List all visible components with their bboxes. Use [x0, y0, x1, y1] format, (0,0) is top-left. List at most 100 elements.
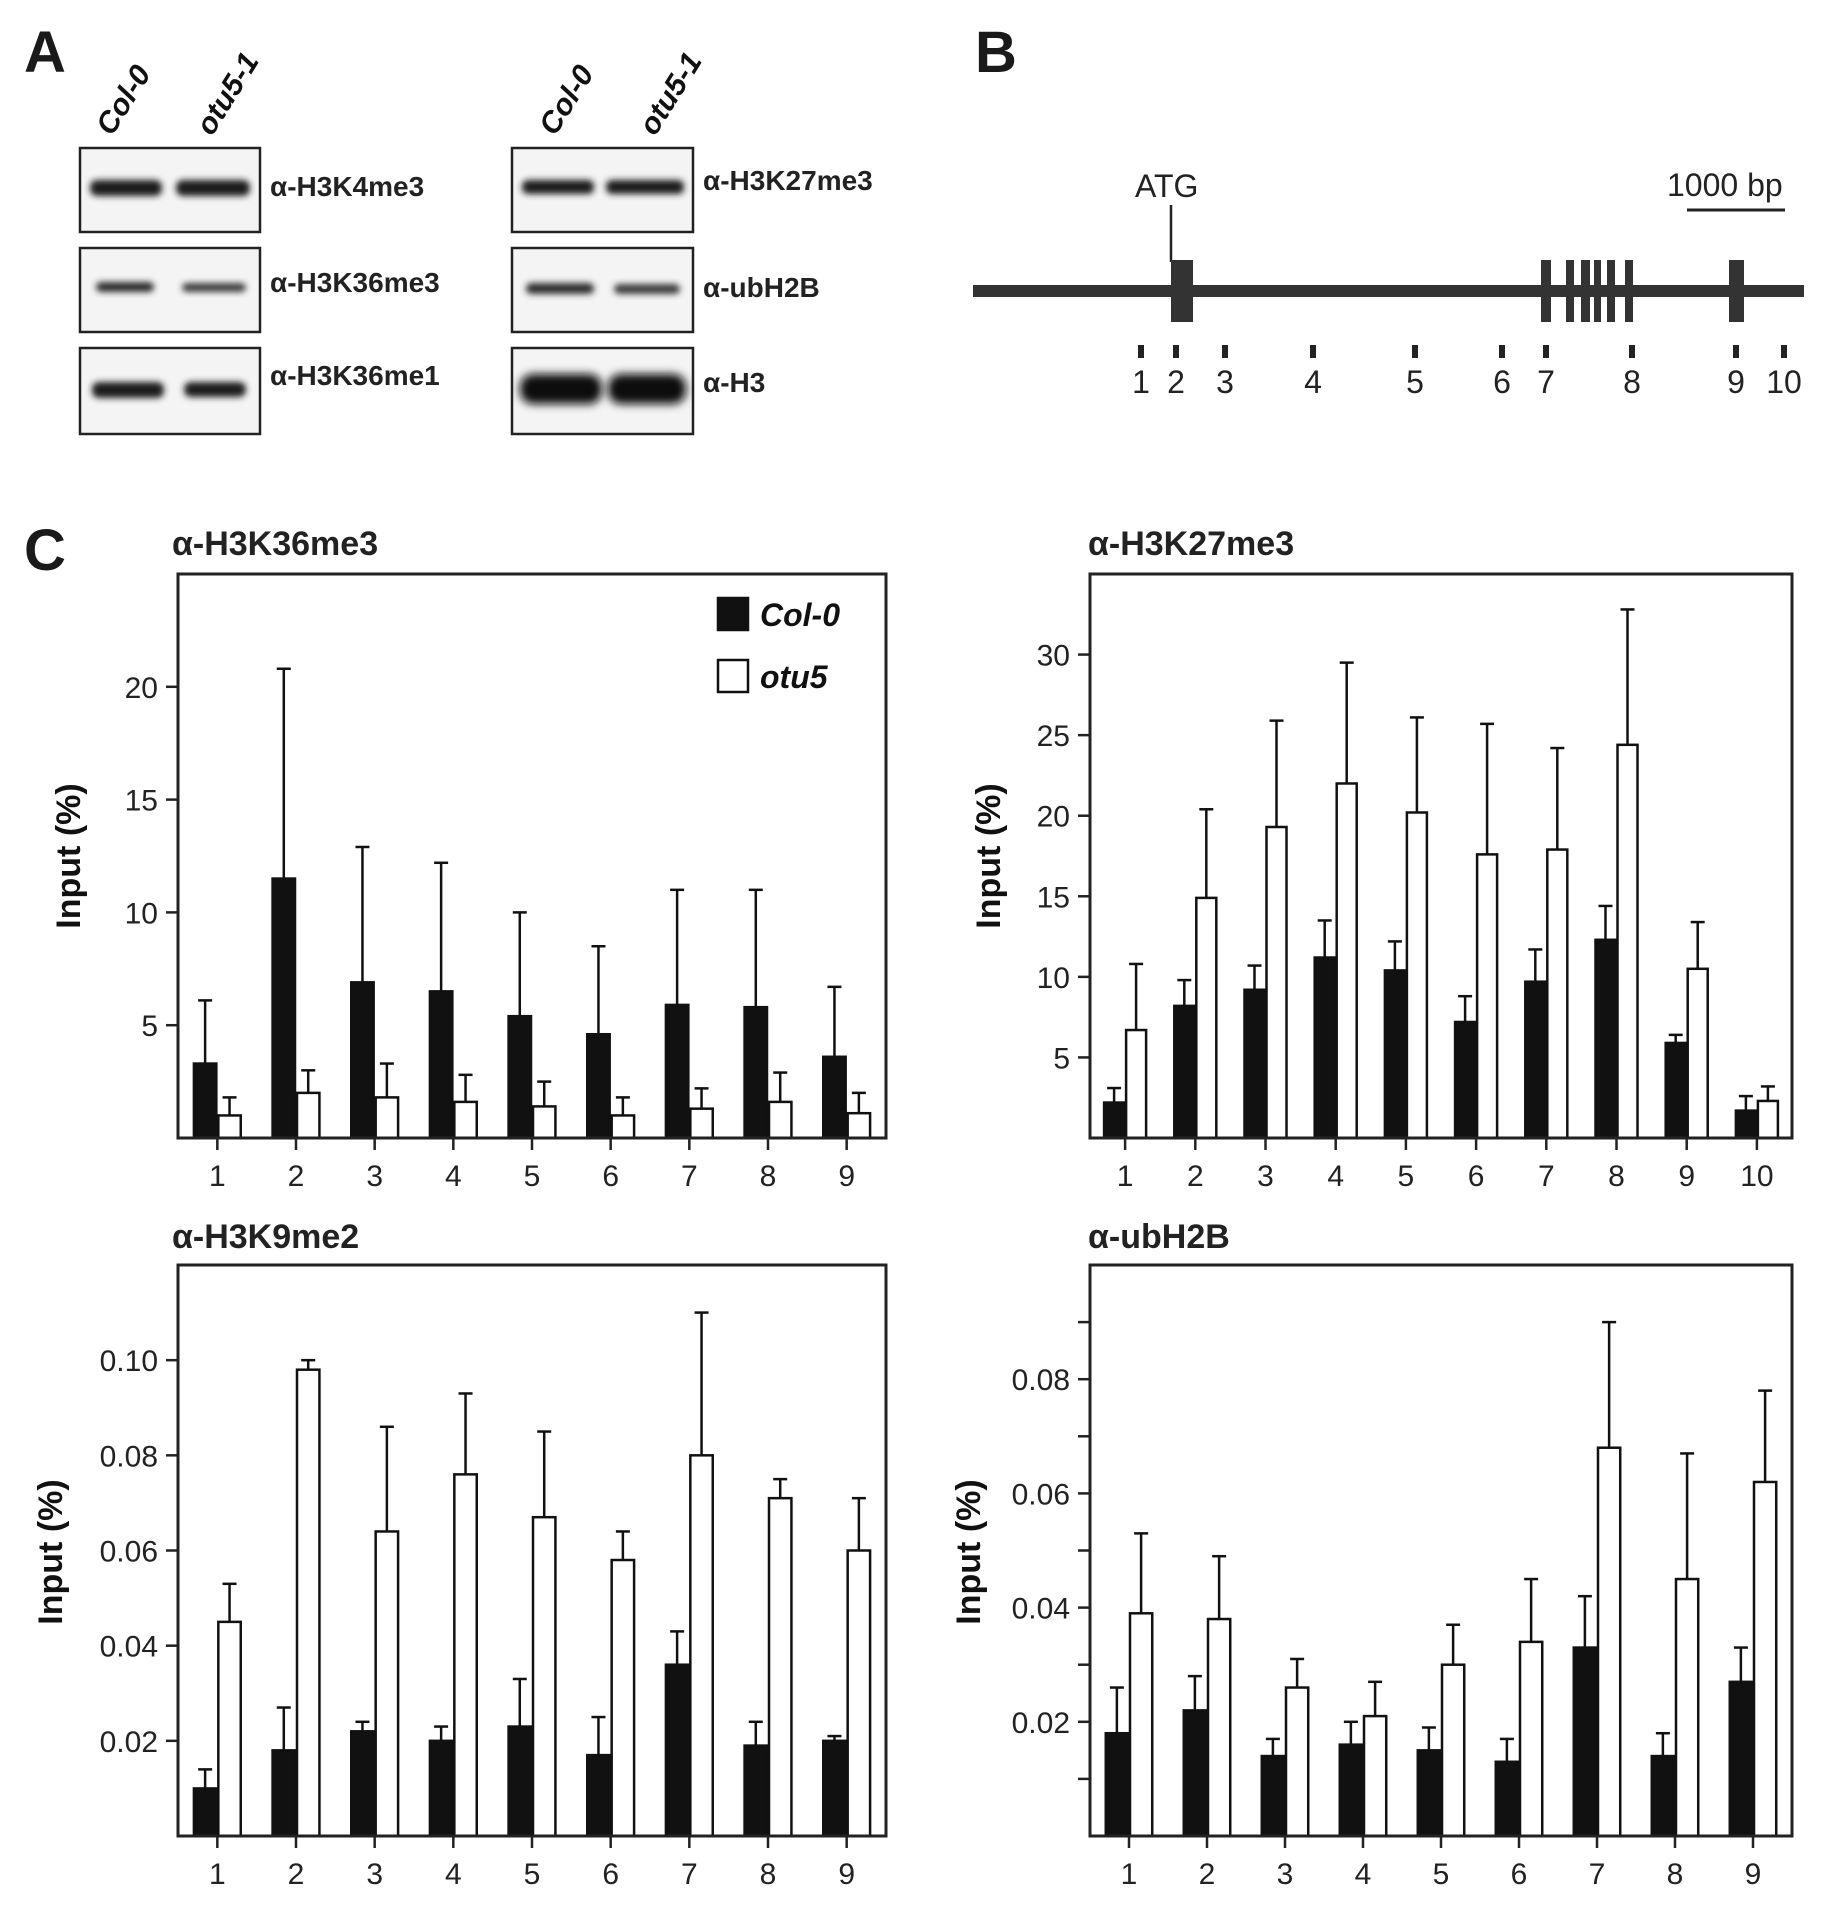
- blot-h3: [510, 346, 695, 436]
- blot-label-ubh2b: α-ubH2B: [703, 272, 820, 303]
- x-tick-label: 7: [681, 1858, 698, 1891]
- panel-label-b: B: [975, 20, 1017, 85]
- bar-col0: [192, 1062, 218, 1140]
- bar-col0: [428, 990, 454, 1140]
- y-tick-label: 20: [125, 672, 158, 705]
- x-tick-label: 1: [1121, 1858, 1138, 1891]
- x-tick-label: 3: [1277, 1858, 1294, 1891]
- amplicon-label: 4: [1304, 364, 1322, 400]
- bar-otu5: [767, 1100, 793, 1140]
- blot-label-h3k27me3: α-H3K27me3: [703, 165, 873, 196]
- gene-model: ATG 1000 bp 1 2 3 4 5 6 7 8 9 10: [973, 167, 1804, 400]
- legend-label: Col-0: [760, 597, 840, 633]
- amplicon-tick: [1173, 345, 1179, 358]
- x-tick-label: 9: [838, 1160, 855, 1193]
- y-tick-label: 30: [1037, 640, 1070, 673]
- x-tick-label: 5: [524, 1858, 541, 1891]
- bar-otu5: [1674, 1577, 1700, 1838]
- x-tick-label: 8: [760, 1858, 777, 1891]
- bar-otu5: [610, 1558, 636, 1838]
- bar-otu5: [1518, 1640, 1544, 1838]
- chart-title: α-H3K9me2: [172, 1218, 359, 1256]
- bar-col0: [192, 1787, 218, 1838]
- scale-bar-label: 1000 bp: [1667, 167, 1783, 203]
- blot-label-h3k36me1: α-H3K36me1: [270, 360, 440, 391]
- bar-otu5: [846, 1111, 872, 1140]
- exon: [1171, 260, 1193, 322]
- amplicon-label: 3: [1216, 364, 1234, 400]
- y-tick-label: 5: [141, 1010, 158, 1043]
- plot-frame: [1088, 1263, 1794, 1838]
- bar-col0: [1650, 1754, 1676, 1838]
- amplicon-label: 7: [1537, 364, 1555, 400]
- bar-otu5: [1362, 1714, 1388, 1838]
- blot-label-h3k4me3: α-H3K4me3: [270, 171, 424, 202]
- bar-otu5: [1616, 743, 1639, 1140]
- bar-otu5: [1335, 782, 1358, 1140]
- chart-title: α-H3K36me3: [172, 525, 378, 563]
- x-tick-label: 5: [1433, 1858, 1450, 1891]
- bar-col0: [743, 1744, 769, 1838]
- bar-col0: [1524, 980, 1547, 1140]
- x-tick-label: 2: [1187, 1160, 1204, 1193]
- bar-otu5: [1128, 1612, 1154, 1838]
- lane-label-otu5-right: otu5-1: [633, 47, 709, 141]
- bar-col0: [507, 1014, 533, 1140]
- x-tick-label: 4: [1327, 1160, 1344, 1193]
- bar-col0: [664, 1003, 690, 1140]
- x-tick-label: 5: [524, 1160, 541, 1193]
- amplicon-tick: [1138, 345, 1144, 358]
- bar-col0: [743, 1005, 769, 1140]
- amplicon-tick: [1222, 345, 1228, 358]
- amplicon-tick: [1781, 345, 1787, 358]
- amplicon-label: 10: [1766, 364, 1802, 400]
- bar-otu5: [531, 1105, 557, 1140]
- amplicon-label: 6: [1493, 364, 1511, 400]
- bar-col0: [1173, 1004, 1196, 1140]
- amplicon-tick: [1499, 345, 1505, 358]
- chart-title: α-ubH2B: [1088, 1218, 1230, 1256]
- amplicon-tick: [1733, 345, 1739, 358]
- y-tick-label: 0.04: [100, 1631, 158, 1664]
- x-tick-label: 10: [1740, 1160, 1773, 1193]
- x-tick-label: 6: [1511, 1858, 1528, 1891]
- y-axis-label: Input (%): [970, 783, 1008, 928]
- bar-otu5: [1752, 1480, 1778, 1838]
- bar-otu5: [1405, 811, 1429, 1140]
- y-tick-label: 0.04: [1012, 1593, 1070, 1626]
- bar-otu5: [217, 1114, 243, 1140]
- bar-col0: [1182, 1709, 1208, 1838]
- blot-ubh2b: [510, 246, 695, 334]
- bar-col0: [1104, 1731, 1130, 1838]
- x-tick-label: 8: [760, 1160, 777, 1193]
- exon: [1594, 260, 1601, 322]
- blot-h3k4me3: [78, 146, 262, 234]
- bar-otu5: [846, 1549, 872, 1838]
- bar-otu5: [453, 1100, 479, 1140]
- exon: [1729, 260, 1744, 322]
- bar-col0: [1243, 988, 1266, 1140]
- amplicon-label: 9: [1727, 364, 1745, 400]
- exon: [1541, 260, 1551, 322]
- y-tick-label: 15: [1037, 881, 1070, 914]
- panel-label-c: C: [24, 518, 66, 583]
- bar-col0: [271, 877, 297, 1140]
- bar-otu5: [1475, 853, 1499, 1140]
- bar-col0: [428, 1739, 454, 1838]
- x-tick-label: 6: [602, 1858, 619, 1891]
- blot-h3k36me1: [78, 346, 262, 436]
- y-tick-label: 0.06: [100, 1536, 158, 1569]
- chart-title: α-H3K27me3: [1088, 525, 1294, 563]
- bar-otu5: [1124, 1028, 1148, 1140]
- x-tick-label: 9: [1678, 1160, 1695, 1193]
- bar-col0: [585, 1032, 611, 1140]
- x-tick-label: 1: [1117, 1160, 1134, 1193]
- panel-label-a: A: [24, 20, 66, 85]
- x-tick-label: 3: [366, 1160, 383, 1193]
- gene-line: [973, 285, 1804, 297]
- bar-col0: [507, 1725, 533, 1838]
- legend: Col-0 otu5: [716, 596, 840, 695]
- x-tick-label: 6: [1468, 1160, 1485, 1193]
- bar-col0: [1102, 1101, 1126, 1140]
